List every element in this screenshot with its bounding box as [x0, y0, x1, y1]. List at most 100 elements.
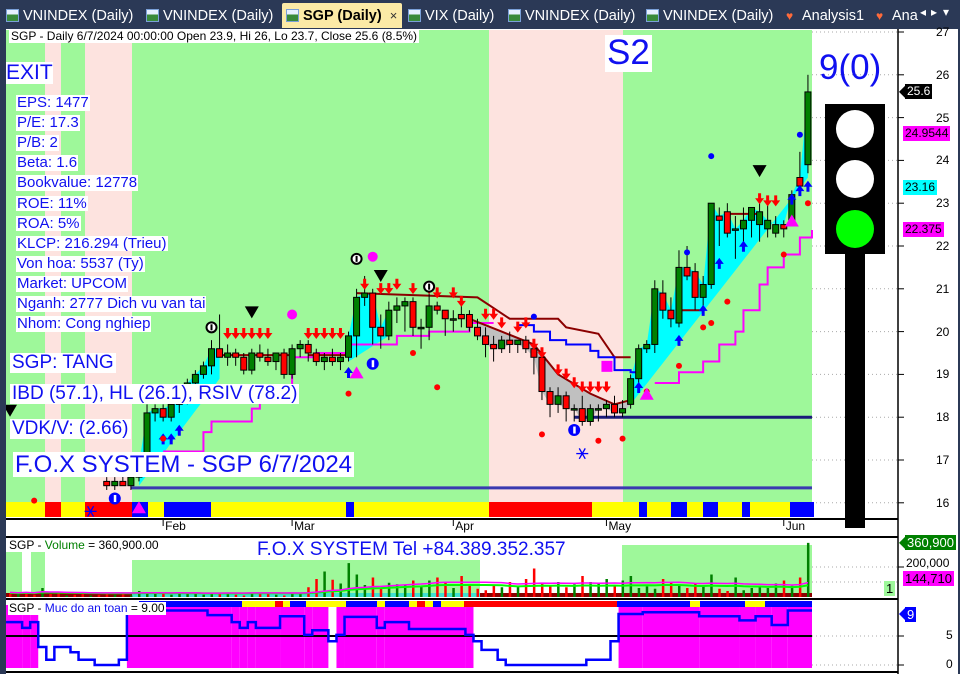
tab-vix-daily[interactable]: VIX (Daily) — [404, 3, 502, 28]
candle-down — [715, 215, 723, 221]
volume-bar — [500, 587, 504, 597]
red-dot-icon — [345, 390, 352, 397]
blue-dot-icon — [684, 249, 691, 256]
black-down-triangle-icon — [373, 269, 388, 282]
fundamental-item: ROA: 5% — [16, 214, 81, 232]
snowflake-arm — [87, 505, 95, 517]
signal-zero-icon — [205, 321, 218, 334]
candle-down — [659, 292, 667, 311]
tab-list-menu-button[interactable]: ▾ — [943, 5, 950, 19]
tab-scroll-right-button[interactable]: ▸ — [931, 5, 938, 19]
indicator-line — [517, 324, 639, 374]
sell-arrow-icon — [247, 328, 257, 340]
safety-strip-segment — [346, 601, 377, 607]
volume-bar — [105, 594, 109, 597]
signal-strip-segment — [346, 502, 354, 517]
sell-arrow-icon — [432, 287, 442, 299]
signal-strip-segment — [85, 502, 132, 517]
downtrend-fill — [477, 321, 631, 422]
chart-canvas[interactable] — [6, 29, 958, 674]
chart-icon — [6, 9, 19, 22]
buy-arrow-icon — [174, 424, 184, 436]
volume-bar — [25, 592, 28, 597]
tab-label: Analysis1 — [802, 7, 865, 24]
volume-bar — [121, 593, 125, 597]
volume-bar — [629, 576, 633, 597]
safety-title-value: = 9.00 — [127, 601, 165, 615]
candle-down — [457, 313, 465, 320]
safety-strip-segment — [242, 601, 275, 607]
candle-up — [804, 91, 812, 166]
candle-down — [369, 292, 377, 328]
tab-ana[interactable]: ♥ Ana — [872, 3, 918, 28]
tab-vnindex-daily[interactable]: VNINDEX (Daily) — [2, 3, 140, 28]
volume-bar — [718, 588, 721, 597]
vdk-label: VDK/V: (2.66) — [10, 418, 131, 439]
safety-strip-segment — [425, 601, 433, 607]
signal-zero-icon — [423, 280, 436, 293]
volume-bar — [73, 594, 76, 597]
tab-vnindex-daily[interactable]: VNINDEX (Daily) — [504, 3, 640, 28]
candle-down — [312, 352, 320, 363]
volume-bar — [17, 594, 20, 597]
candle-up — [643, 343, 651, 350]
date-tick-label: Feb — [165, 519, 186, 533]
red-dot-icon — [595, 437, 602, 444]
volume-panel — [6, 536, 905, 597]
tab-vnindex-daily[interactable]: VNINDEX (Daily) — [142, 3, 280, 28]
stage-label: S2 — [605, 33, 652, 72]
price-tick-label: 23 — [936, 196, 950, 211]
volume-bar — [540, 582, 544, 597]
volume-bar — [605, 579, 608, 597]
volume-bar — [162, 594, 165, 597]
candle-up — [296, 343, 304, 350]
chart-window[interactable]: SGP - Daily 6/7/2024 00:00:00 Open 23.9,… — [6, 25, 958, 674]
price-tick-label: 21 — [936, 281, 950, 296]
volume-bar — [750, 588, 754, 597]
candle-up — [586, 408, 594, 422]
signal-one-mark — [371, 360, 375, 368]
volume-bar — [331, 579, 334, 597]
signal-strip-segment — [211, 502, 346, 517]
safety-strip-segment — [385, 601, 409, 607]
volume-bar — [89, 595, 93, 597]
volume-bar — [403, 585, 407, 597]
tab-analysis1[interactable]: ♥ Analysis1 — [782, 3, 868, 28]
volume-bar — [379, 588, 383, 597]
candle-down — [546, 391, 554, 405]
sell-arrow-icon — [585, 381, 595, 393]
tab-vnindex-daily[interactable]: VNINDEX (Daily) — [642, 3, 778, 28]
candle-down — [409, 301, 417, 328]
close-tab-icon[interactable]: × — [389, 8, 398, 23]
red-dot-icon — [804, 200, 811, 207]
fundamental-item: Market: UPCOM — [16, 274, 129, 292]
safety-strip-segment — [275, 601, 283, 607]
volume-bar — [154, 593, 157, 597]
fundamental-item: Beta: 1.6 — [16, 154, 79, 172]
volume-band — [31, 552, 45, 597]
chart-icon — [646, 9, 659, 22]
tab-scroll-left-button[interactable]: ◂ — [920, 5, 927, 19]
tab-sgp-daily[interactable]: SGP (Daily) × — [282, 3, 402, 28]
chart-icon — [408, 9, 421, 22]
volume-bar — [637, 588, 641, 597]
candle-down — [490, 343, 498, 350]
safety-strip-segment — [165, 601, 242, 607]
analysis-icon: ♥ — [876, 8, 884, 23]
volume-bar — [661, 579, 665, 597]
volume-bar — [782, 580, 786, 597]
candle-up — [224, 352, 232, 358]
safety-strip-segment — [617, 601, 690, 607]
candle-down — [280, 352, 288, 375]
volume-bar — [476, 588, 479, 597]
volume-bar — [726, 591, 729, 597]
candle-up — [151, 408, 159, 414]
candle-down — [441, 309, 449, 320]
volume-bar — [283, 595, 286, 597]
signal-strip-segment — [750, 502, 790, 517]
candle-down — [473, 326, 481, 337]
sell-arrow-icon — [771, 195, 781, 207]
candle-up — [619, 408, 627, 414]
volume-bar — [702, 586, 705, 597]
fundamental-item: KLCP: 216.294 (Trieu) — [16, 234, 168, 252]
